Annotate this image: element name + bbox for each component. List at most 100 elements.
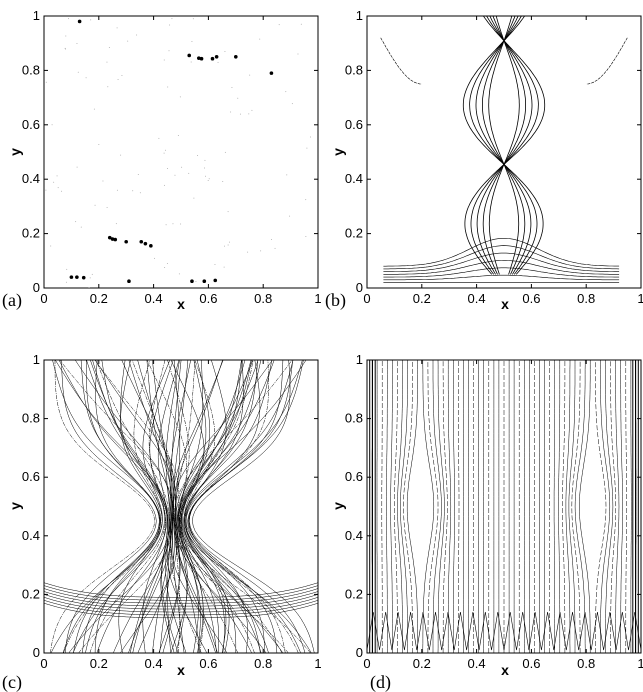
trajectory-curve (178, 360, 217, 653)
trajectory-curve (432, 360, 442, 653)
trajectory-curve (403, 360, 413, 653)
y-tick-label: 0.2 (22, 586, 40, 601)
trajectory-curve (152, 360, 185, 653)
x-tick-label: 1 (637, 656, 643, 671)
trajectory-curve (188, 360, 294, 653)
background-speck (188, 172, 190, 174)
background-speck (285, 91, 287, 93)
x-axis-label-b: x (501, 296, 509, 312)
curve-group-b (380, 16, 628, 283)
trajectory-curve (397, 360, 403, 653)
background-speck (248, 113, 250, 115)
x-tick-label: 0.6 (522, 656, 540, 671)
background-speck (171, 18, 173, 20)
trajectory-curve (442, 360, 448, 653)
x-tick-label: 0.6 (522, 291, 540, 306)
y-tick-label: 1 (33, 352, 40, 367)
trajectory-curve (565, 360, 571, 653)
background-speck (117, 78, 119, 80)
background-speck (247, 251, 249, 253)
background-speck (163, 184, 165, 186)
background-speck (306, 147, 308, 149)
background-speck (270, 238, 272, 240)
trajectory-curve (181, 360, 262, 653)
background-speck (259, 38, 261, 40)
background-speck (137, 174, 139, 176)
trajectory-curve (470, 16, 539, 275)
background-speck (230, 111, 232, 113)
background-speck (300, 23, 302, 25)
data-point (234, 55, 238, 59)
curve-group-a (45, 18, 312, 288)
trajectory-curve (571, 360, 581, 653)
background-speck (224, 245, 226, 247)
panel-a: 0 0.2 0.4 0.6 0.8 1 0 0.2 0.4 0.6 0.8 1 x y (a) (2, 8, 322, 312)
x-tick-label: 1 (314, 291, 321, 306)
trajectory-curve (383, 252, 620, 272)
background-speck (166, 168, 168, 170)
curves-d (367, 360, 641, 653)
trajectory-curve (464, 16, 546, 275)
curves-c (44, 360, 318, 653)
y-tick-label: 0.8 (345, 411, 363, 426)
background-speck (115, 223, 117, 225)
trajectory-curve (44, 600, 318, 616)
data-point (187, 53, 192, 58)
background-speck (85, 77, 87, 79)
y-axis-label-a: y (7, 148, 23, 156)
data-point (77, 19, 82, 24)
y-tick-label: 0 (33, 280, 40, 295)
trajectory-curve (44, 585, 318, 601)
curves-b (380, 16, 628, 283)
trajectory-curve (453, 360, 455, 653)
trajectory-curve (50, 360, 155, 653)
trajectory-curve (170, 360, 275, 653)
background-speck (237, 97, 239, 99)
trajectory-curve (52, 360, 161, 653)
background-speck (179, 96, 181, 98)
background-speck (169, 24, 171, 26)
background-speck (106, 61, 108, 63)
y-tick-label: 1 (33, 8, 40, 23)
background-speck (154, 257, 156, 259)
trajectory-curve (383, 267, 620, 278)
data-point (190, 279, 194, 284)
trajectory-curve (94, 360, 284, 653)
background-speck (291, 103, 293, 105)
trajectory-curve (137, 360, 254, 653)
background-speck (98, 143, 100, 145)
x-tick-label: 0.4 (468, 656, 486, 671)
background-speck (190, 61, 192, 63)
trajectory-curve (475, 16, 532, 275)
trajectory-curve (553, 360, 555, 653)
trajectory-curve (187, 360, 304, 653)
trajectory-curve (44, 594, 318, 610)
y-tick-label: 0.4 (22, 171, 40, 186)
trajectory-curve (383, 274, 620, 281)
data-point (81, 275, 86, 280)
background-speck (222, 181, 224, 183)
background-speck (139, 192, 141, 194)
background-speck (297, 53, 299, 55)
background-speck (205, 175, 207, 177)
trajectory-curve (568, 360, 576, 653)
y-tick-label: 0 (33, 645, 40, 660)
y-tick-label: 0.6 (22, 117, 40, 132)
x-tick-label: 0.8 (254, 291, 272, 306)
y-tick-label: 0.6 (345, 469, 363, 484)
trajectory-curve (86, 360, 179, 653)
trajectory-curve (469, 16, 538, 275)
data-point (214, 55, 219, 59)
background-speck (68, 18, 70, 20)
trajectory-curve (137, 360, 218, 653)
background-speck (136, 34, 138, 36)
trajectory-curve (462, 16, 544, 275)
data-point (107, 235, 112, 240)
trajectory-curve (55, 360, 228, 653)
background-speck (310, 136, 312, 138)
background-speck (260, 250, 262, 252)
background-speck (120, 154, 122, 156)
panel-label-c: (c) (2, 672, 22, 692)
y-tick-label: 0.8 (22, 62, 40, 77)
x-tick-label: 0 (363, 291, 370, 306)
